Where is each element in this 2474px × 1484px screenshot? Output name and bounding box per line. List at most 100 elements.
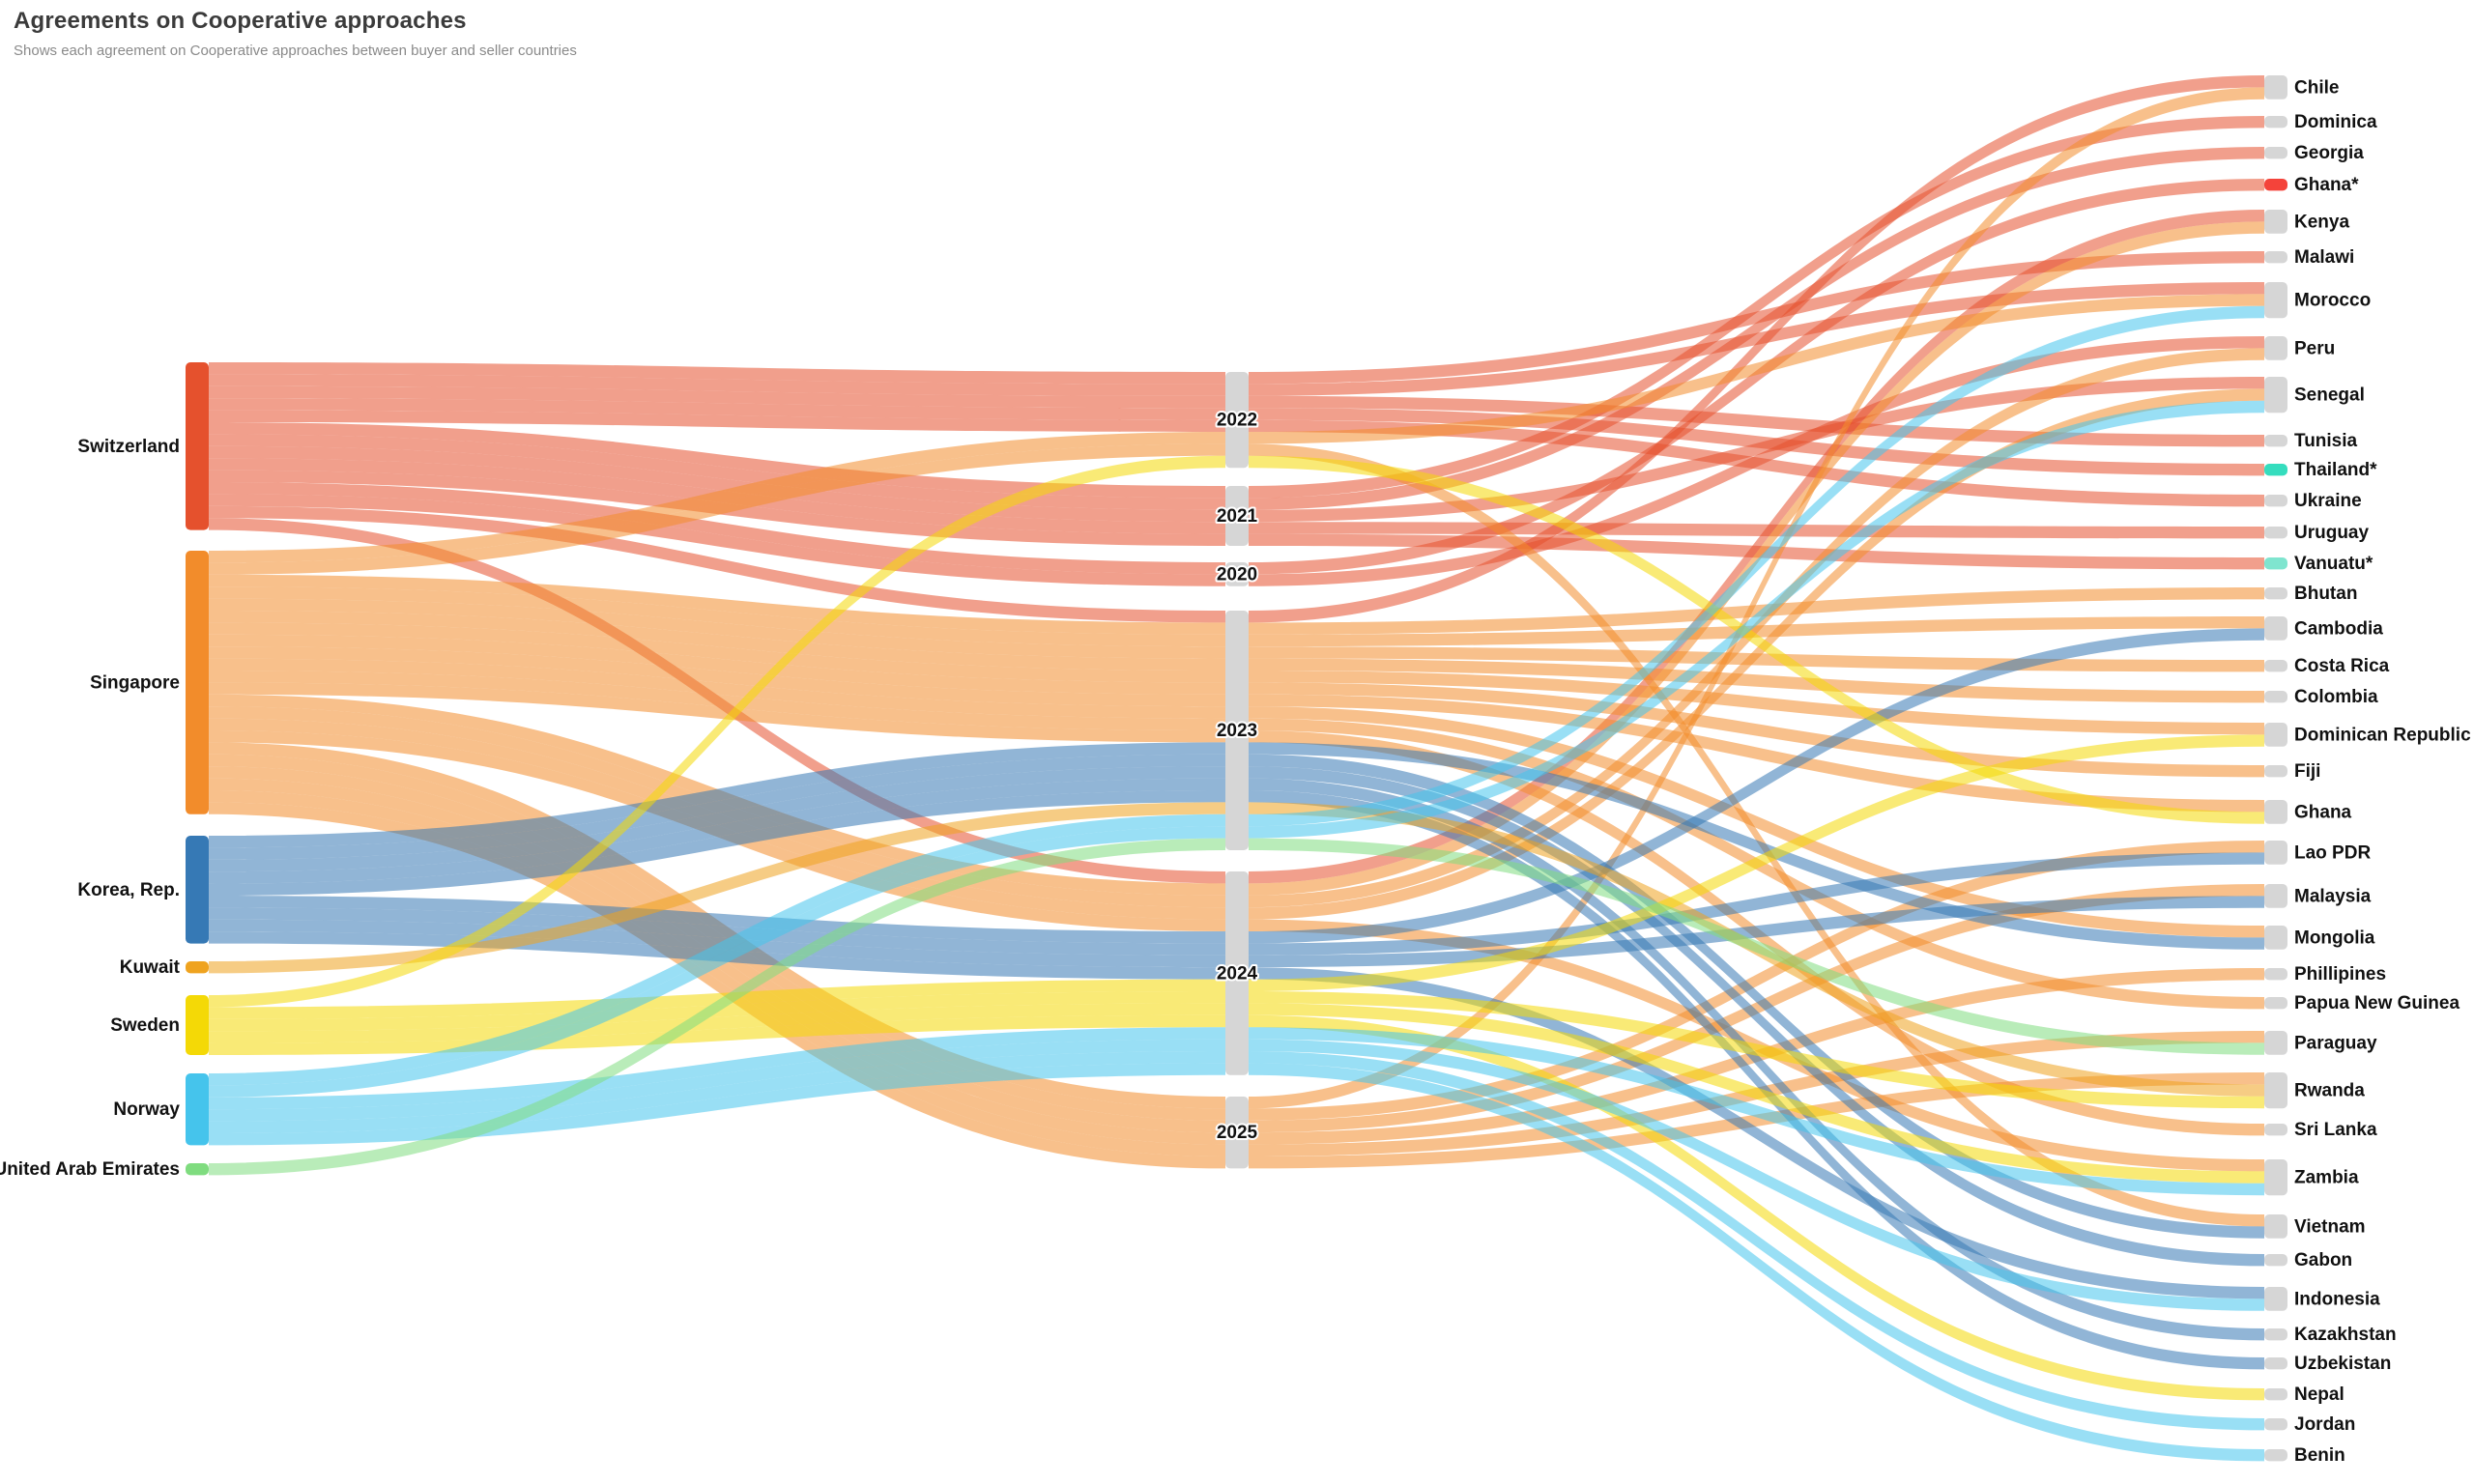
sankey-node-kenya[interactable] bbox=[2264, 210, 2287, 234]
sankey-node-dominican-republic[interactable] bbox=[2264, 723, 2287, 747]
sankey-node-cambodia[interactable] bbox=[2264, 616, 2287, 641]
sankey-link[interactable] bbox=[209, 434, 1225, 510]
sankey-node-2021[interactable] bbox=[1225, 486, 1249, 546]
sankey-node-indonesia[interactable] bbox=[2264, 1287, 2287, 1311]
sankey-node-senegal[interactable] bbox=[2264, 377, 2287, 414]
sankey-link[interactable] bbox=[1249, 348, 2264, 908]
sankey-link[interactable] bbox=[209, 611, 1225, 671]
sankey-node-fiji[interactable] bbox=[2264, 765, 2287, 778]
sankey-link[interactable] bbox=[209, 826, 1225, 1098]
sankey-link[interactable] bbox=[209, 398, 1225, 420]
sankey-link[interactable] bbox=[1249, 841, 2264, 1121]
sankey-link[interactable] bbox=[1249, 221, 2264, 896]
sankey-node-2024[interactable] bbox=[1225, 871, 1249, 1075]
sankey-node-mongolia[interactable] bbox=[2264, 926, 2287, 950]
sankey-link[interactable] bbox=[209, 574, 1225, 635]
sankey-node-papua-new-guinea[interactable] bbox=[2264, 997, 2287, 1010]
sankey-link[interactable] bbox=[209, 505, 1225, 623]
sankey-link[interactable] bbox=[1249, 628, 2264, 944]
sankey-link[interactable] bbox=[209, 443, 1225, 575]
sankey-link[interactable] bbox=[1249, 694, 2264, 813]
sankey-link[interactable] bbox=[1249, 778, 2264, 1341]
sankey-link[interactable] bbox=[209, 838, 1225, 1176]
sankey-link[interactable] bbox=[1249, 305, 2264, 827]
sankey-link[interactable] bbox=[1249, 706, 2264, 938]
sankey-link[interactable] bbox=[209, 907, 1225, 956]
sankey-link[interactable] bbox=[209, 919, 1225, 968]
sankey-link[interactable] bbox=[209, 482, 1225, 575]
sankey-link[interactable] bbox=[209, 802, 1225, 974]
sankey-node-benin[interactable] bbox=[2264, 1449, 2287, 1462]
sankey-link[interactable] bbox=[1249, 991, 2264, 1109]
sankey-link[interactable] bbox=[1249, 147, 2264, 510]
sankey-link[interactable] bbox=[209, 979, 1225, 1019]
sankey-node-phillipines[interactable] bbox=[2264, 968, 2287, 981]
sankey-node-uzbekistan[interactable] bbox=[2264, 1357, 2287, 1370]
sankey-link[interactable] bbox=[1249, 1039, 2264, 1311]
sankey-link[interactable] bbox=[209, 1003, 1225, 1043]
sankey-link[interactable] bbox=[1249, 400, 2264, 839]
sankey-link[interactable] bbox=[1249, 87, 2264, 1109]
sankey-link[interactable] bbox=[1249, 884, 2264, 1133]
sankey-node-costa-rica[interactable] bbox=[2264, 660, 2287, 672]
sankey-link[interactable] bbox=[209, 422, 1225, 499]
sankey-node-ghana[interactable] bbox=[2264, 179, 2287, 191]
sankey-node-singapore[interactable] bbox=[186, 551, 209, 814]
sankey-link[interactable] bbox=[1249, 671, 2264, 735]
sankey-link[interactable] bbox=[1249, 587, 2264, 635]
sankey-link[interactable] bbox=[209, 362, 1225, 385]
sankey-node-colombia[interactable] bbox=[2264, 691, 2287, 703]
sankey-link[interactable] bbox=[1249, 658, 2264, 703]
sankey-link[interactable] bbox=[1249, 388, 2264, 920]
sankey-link[interactable] bbox=[1249, 443, 2264, 1227]
sankey-link[interactable] bbox=[209, 754, 1225, 860]
sankey-link[interactable] bbox=[1249, 455, 2264, 824]
sankey-link[interactable] bbox=[1249, 395, 2264, 447]
sankey-link[interactable] bbox=[209, 385, 1225, 409]
sankey-link[interactable] bbox=[1249, 1027, 2264, 1196]
sankey-node-paraguay[interactable] bbox=[2264, 1031, 2287, 1055]
sankey-node-kuwait[interactable] bbox=[186, 961, 209, 974]
sankey-node-vietnam[interactable] bbox=[2264, 1214, 2287, 1239]
sankey-node-sri-lanka[interactable] bbox=[2264, 1124, 2287, 1136]
sankey-link[interactable] bbox=[209, 671, 1225, 730]
sankey-link[interactable] bbox=[1249, 682, 2264, 778]
sankey-node-tunisia[interactable] bbox=[2264, 435, 2287, 447]
sankey-link[interactable] bbox=[209, 658, 1225, 719]
sankey-link[interactable] bbox=[209, 1063, 1225, 1146]
sankey-node-vanuatu[interactable] bbox=[2264, 557, 2287, 570]
sankey-node-morocco[interactable] bbox=[2264, 282, 2287, 319]
sankey-link[interactable] bbox=[1249, 294, 2264, 444]
sankey-link[interactable] bbox=[1249, 852, 2264, 956]
sankey-node-2025[interactable] bbox=[1225, 1097, 1249, 1169]
sankey-link[interactable] bbox=[209, 634, 1225, 695]
sankey-link[interactable] bbox=[1249, 1003, 2264, 1184]
sankey-link[interactable] bbox=[209, 778, 1225, 884]
sankey-link[interactable] bbox=[209, 622, 1225, 683]
sankey-node-georgia[interactable] bbox=[2264, 147, 2287, 159]
sankey-link[interactable] bbox=[209, 790, 1225, 1156]
sankey-node-2023[interactable] bbox=[1225, 611, 1249, 850]
sankey-link[interactable] bbox=[1249, 1063, 2264, 1462]
sankey-link[interactable] bbox=[209, 1039, 1225, 1122]
sankey-link[interactable] bbox=[209, 790, 1225, 896]
sankey-link[interactable] bbox=[1249, 282, 2264, 396]
sankey-node-ukraine[interactable] bbox=[2264, 495, 2287, 507]
sankey-node-nepal[interactable] bbox=[2264, 1388, 2287, 1401]
sankey-link[interactable] bbox=[209, 1051, 1225, 1133]
sankey-node-ghana[interactable] bbox=[2264, 800, 2287, 824]
sankey-link[interactable] bbox=[1249, 742, 2264, 950]
sankey-link[interactable] bbox=[209, 374, 1225, 396]
sankey-node-switzerland[interactable] bbox=[186, 362, 209, 530]
sankey-node-peru[interactable] bbox=[2264, 336, 2287, 360]
sankey-link[interactable] bbox=[1249, 754, 2264, 1239]
sankey-node-chile[interactable] bbox=[2264, 75, 2287, 100]
sankey-node-thailand[interactable] bbox=[2264, 464, 2287, 476]
sankey-node-bhutan[interactable] bbox=[2264, 587, 2287, 600]
sankey-link[interactable] bbox=[209, 455, 1225, 1008]
sankey-node-korea-rep[interactable] bbox=[186, 836, 209, 944]
sankey-link[interactable] bbox=[209, 445, 1225, 523]
sankey-link[interactable] bbox=[1249, 766, 2264, 1267]
sankey-link[interactable] bbox=[1249, 734, 2264, 991]
sankey-node-uruguay[interactable] bbox=[2264, 527, 2287, 539]
